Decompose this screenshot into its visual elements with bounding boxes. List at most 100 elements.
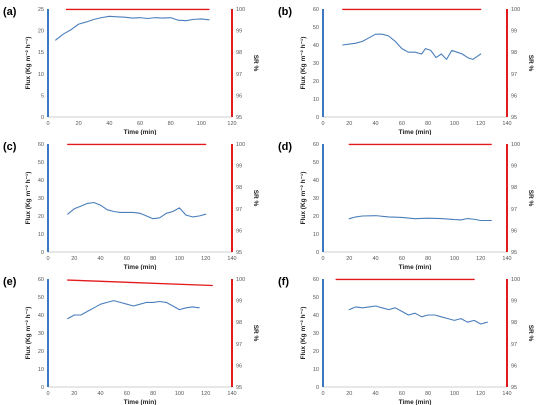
y2-tick-label: 99: [511, 299, 517, 305]
y-axis-label: Flux (Kg m⁻² h⁻¹): [25, 172, 32, 225]
chart-panel: (b) 0 20 40 60 80 100 120 140 0 10 20 30 40 50 60 95 96 97…: [275, 0, 550, 135]
y-tick-label: 60: [313, 277, 319, 283]
x-tick-label: 100: [450, 121, 459, 127]
chart-panel: (a) 0 20 40 60 80 100 120 0 5 10 15 20 25 95 96 97 98 99 10…: [0, 0, 275, 135]
y-tick-label: 0: [41, 115, 44, 121]
x-tick-label: 0: [46, 256, 49, 262]
x-tick-label: 20: [346, 121, 352, 127]
y2-tick-label: 99: [236, 299, 242, 305]
panel-label: (b): [278, 6, 292, 18]
y-tick-label: 30: [38, 331, 44, 337]
chart-svg: (d) 0 20 40 60 80 100 120 140 0 10 20 30 40 50 60 95 96 97…: [278, 141, 534, 270]
chart-panel: (d) 0 20 40 60 80 100 120 140 0 10 20 30 40 50 60 95 96 97…: [275, 135, 550, 270]
x-tick-label: 100: [197, 121, 206, 127]
x-tick-label: 80: [425, 391, 431, 397]
y-axis-label: Flux (Kg m⁻² h⁻¹): [25, 307, 32, 360]
y2-tick-label: 98: [236, 185, 242, 191]
y2-tick-label: 100: [511, 277, 520, 283]
y-tick-label: 10: [38, 72, 44, 78]
y2-tick-label: 99: [511, 164, 517, 170]
y-tick-label: 40: [38, 178, 44, 184]
x-tick-label: 20: [71, 256, 77, 262]
flux-series-line: [67, 201, 207, 220]
x-tick-label: 120: [476, 391, 485, 397]
x-tick-label: 140: [502, 121, 511, 127]
y-tick-label: 30: [313, 331, 319, 337]
x-tick-label: 140: [502, 391, 511, 397]
panel-label: (a): [3, 6, 17, 18]
y-tick-label: 20: [313, 79, 319, 85]
x-tick-label: 20: [76, 121, 82, 127]
chart-panel: (f) 0 20 40 60 80 100 120 140 0 10 20 30 40 50 60 95 96 97…: [275, 270, 550, 405]
y2-tick-label: 96: [236, 93, 242, 99]
y-tick-label: 20: [313, 349, 319, 355]
y2-tick-label: 97: [511, 342, 517, 348]
flux-series-line: [348, 305, 488, 325]
y-axis-label: Flux (Kg m⁻² h⁻¹): [25, 37, 32, 90]
x-tick-label: 0: [321, 256, 324, 262]
y2-axis-label: SR %: [527, 325, 534, 342]
x-tick-label: 20: [346, 256, 352, 262]
x-tick-label: 0: [46, 121, 49, 127]
x-tick-label: 60: [124, 391, 130, 397]
x-tick-label: 40: [373, 391, 379, 397]
x-tick-label: 20: [346, 391, 352, 397]
y2-tick-label: 97: [236, 207, 242, 213]
flux-series-line: [67, 300, 200, 320]
y-tick-label: 20: [313, 214, 319, 220]
y2-axis-label: SR %: [527, 55, 534, 72]
chart-panel: (e) 0 20 40 60 80 100 120 140 0 10 20 30 40 50 60 95 96 97…: [0, 270, 275, 405]
y-tick-label: 25: [38, 7, 44, 13]
y2-tick-label: 100: [511, 7, 520, 13]
y2-tick-label: 100: [511, 142, 520, 148]
y-tick-label: 40: [38, 313, 44, 319]
y2-tick-label: 95: [511, 115, 517, 121]
y2-axis-label: SR %: [252, 55, 259, 72]
x-tick-label: 80: [150, 256, 156, 262]
y-tick-label: 50: [313, 25, 319, 31]
y2-tick-label: 95: [236, 385, 242, 391]
y-tick-label: 40: [313, 178, 319, 184]
y2-tick-label: 97: [511, 207, 517, 213]
y-axis-label: Flux (Kg m⁻² h⁻¹): [300, 307, 307, 360]
y-tick-label: 10: [313, 367, 319, 373]
y2-tick-label: 99: [236, 29, 242, 35]
x-tick-label: 0: [321, 121, 324, 127]
y2-tick-label: 97: [236, 72, 242, 78]
y-axis-label: Flux (Kg m⁻² h⁻¹): [300, 172, 307, 225]
x-tick-label: 120: [476, 256, 485, 262]
y2-tick-label: 96: [511, 93, 517, 99]
y2-tick-label: 95: [511, 385, 517, 391]
y2-tick-label: 98: [236, 320, 242, 326]
x-axis-label: Time (min): [124, 399, 157, 405]
y2-tick-label: 99: [511, 29, 517, 35]
x-axis-label: Time (min): [399, 129, 432, 135]
chart-panel: (c) 0 20 40 60 80 100 120 140 0 10 20 30 40 50 60 95 96 97…: [0, 135, 275, 270]
y2-tick-label: 97: [236, 342, 242, 348]
x-axis-label: Time (min): [399, 399, 432, 405]
panel-label: (f): [278, 276, 289, 288]
x-tick-label: 40: [98, 391, 104, 397]
y2-tick-label: 95: [236, 115, 242, 121]
y-tick-label: 50: [38, 295, 44, 301]
chart-svg: (c) 0 20 40 60 80 100 120 140 0 10 20 30 40 50 60 95 96 97…: [3, 141, 259, 270]
x-tick-label: 40: [373, 121, 379, 127]
y2-axis-label: SR %: [527, 190, 534, 207]
x-tick-label: 40: [98, 256, 104, 262]
y2-axis-label: SR %: [252, 325, 259, 342]
y-tick-label: 60: [313, 7, 319, 13]
x-tick-label: 120: [476, 121, 485, 127]
y2-tick-label: 100: [236, 277, 245, 283]
y2-tick-label: 98: [511, 185, 517, 191]
x-tick-label: 40: [373, 256, 379, 262]
y2-tick-label: 100: [236, 142, 245, 148]
x-tick-label: 100: [450, 256, 459, 262]
y2-tick-label: 95: [511, 250, 517, 256]
x-tick-label: 60: [137, 121, 143, 127]
y-tick-label: 40: [313, 43, 319, 49]
y-tick-label: 30: [313, 61, 319, 67]
y2-tick-label: 100: [236, 7, 245, 13]
x-tick-label: 100: [175, 256, 184, 262]
y2-tick-label: 99: [236, 164, 242, 170]
